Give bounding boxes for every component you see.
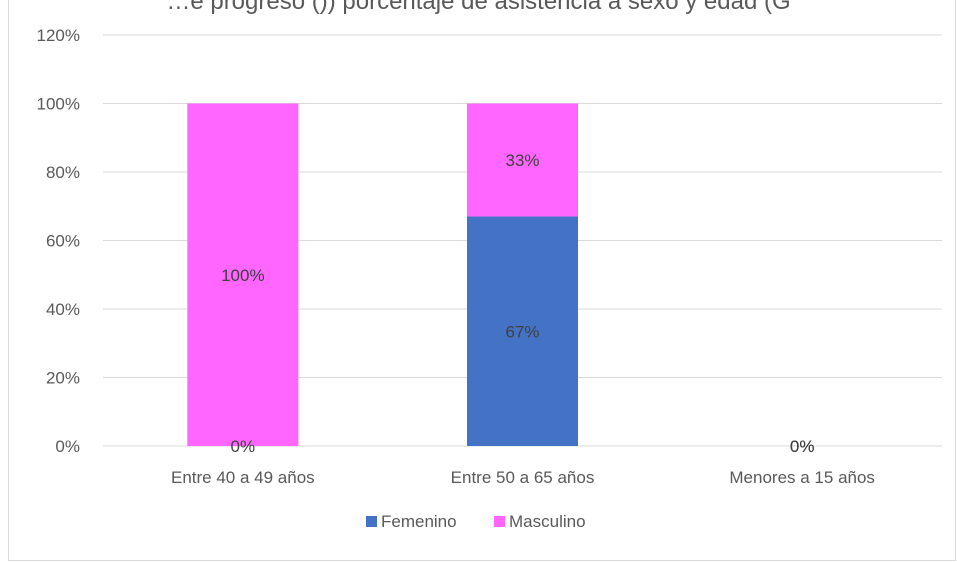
data-label: 67%	[505, 322, 539, 341]
legend-label: Femenino	[381, 512, 457, 531]
y-tick-label: 120%	[37, 26, 80, 45]
bar-femenino	[467, 216, 578, 446]
y-tick-label: 80%	[46, 163, 80, 182]
data-label: 0%	[790, 437, 815, 456]
bars	[187, 103, 578, 446]
data-label: 33%	[505, 151, 539, 170]
chart-title: …e progreso ()) porcentaje de asistencia…	[166, 0, 791, 15]
y-tick-label: 100%	[37, 95, 80, 114]
data-label: 100%	[221, 266, 264, 285]
y-tick-label: 60%	[46, 232, 80, 251]
legend: Femenino Masculino	[366, 512, 586, 531]
data-labels: 0%67%0%100%33%0%	[221, 151, 814, 456]
x-tick-label: Entre 50 a 65 años	[451, 468, 595, 487]
bar-masculino	[467, 103, 578, 217]
legend-swatch	[494, 516, 505, 527]
bar-masculino	[187, 103, 299, 446]
chart-frame	[8, 0, 956, 561]
y-tick-label: 40%	[46, 300, 80, 319]
data-label: 0%	[231, 437, 256, 456]
y-tick-label: 20%	[46, 369, 80, 388]
data-label: 0%	[790, 437, 815, 456]
legend-swatch	[366, 516, 377, 527]
x-tick-label: Entre 40 a 49 años	[171, 468, 315, 487]
legend-label: Masculino	[509, 512, 586, 531]
axes: 0% 20% 40% 60% 80% 100% 120% Entre 40 a 49 años…	[37, 26, 875, 487]
y-tick-label: 0%	[55, 437, 80, 456]
x-tick-label: Menores a 15 años	[729, 468, 875, 487]
